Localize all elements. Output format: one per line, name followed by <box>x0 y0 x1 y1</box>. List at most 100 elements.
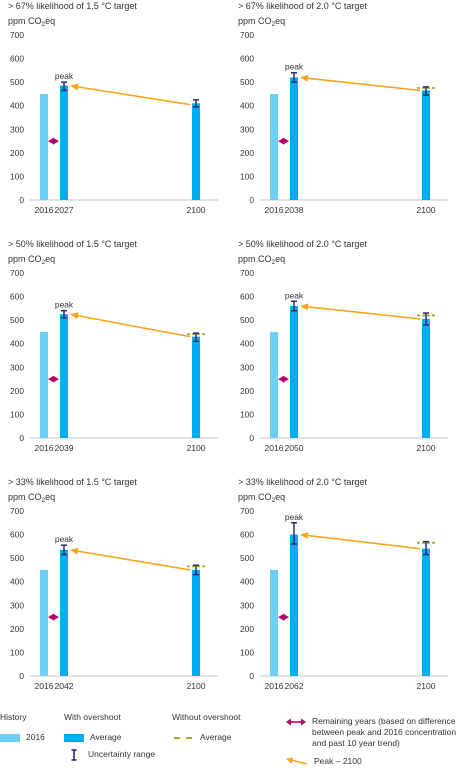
end-uncertainty <box>193 99 199 108</box>
x-tick-label: 2042 <box>54 681 73 691</box>
y-tick-label: 400 <box>240 101 254 111</box>
y-tick-label: 300 <box>240 362 254 372</box>
end-bar <box>422 318 430 438</box>
peak-bar <box>60 85 68 200</box>
peak-arrow-head <box>300 74 309 82</box>
y-tick-label: 300 <box>10 362 24 372</box>
y-tick-label: 200 <box>240 624 254 634</box>
legend-uncertainty-item: Uncertainty range <box>68 749 155 761</box>
history-bar <box>40 569 48 676</box>
y-tick-label: 300 <box>10 124 24 134</box>
remaining-years-head-right <box>53 375 59 383</box>
history-bar <box>270 569 278 676</box>
legend-no-overshoot-item: Average <box>174 732 232 743</box>
y-tick-label: 300 <box>10 600 24 610</box>
y-tick-label: 0 <box>19 433 24 443</box>
x-tick-label: 2100 <box>186 443 205 453</box>
chart-panel-1: > 67% likelihood of 1.5 °C target ppm CO2… <box>8 1 218 215</box>
peak-to-2100-line <box>75 550 191 571</box>
x-tick-label: 2016 <box>34 443 53 453</box>
peak-arrow-head <box>70 83 79 91</box>
y-tick-label: 700 <box>10 30 24 40</box>
y-tick-label: 200 <box>10 148 24 158</box>
peak-arrow-head <box>300 303 309 311</box>
end-uncertainty <box>193 332 199 343</box>
x-tick-label: 2016 <box>264 681 283 691</box>
y-tick-label: 600 <box>10 54 24 64</box>
legend-history-header: History <box>0 712 27 722</box>
x-tick-label: 2016 <box>264 443 283 453</box>
y-tick-label: 500 <box>240 553 254 563</box>
legend-remaining-item: Remaining years (based on difference bet… <box>286 716 466 749</box>
peak-bar <box>290 534 298 676</box>
y-tick-label: 500 <box>10 315 24 325</box>
y-tick-label: 100 <box>10 171 24 181</box>
legend-average-item: Average <box>64 732 122 743</box>
chart-panel-4: > 50% likelihood of 2.0 °C target ppm CO2… <box>238 239 448 453</box>
y-tick-label: 700 <box>240 506 254 516</box>
peak-uncertainty <box>291 522 297 545</box>
y-tick-label: 600 <box>10 530 24 540</box>
x-tick-label: 2016 <box>34 205 53 215</box>
y-tick-label: 200 <box>10 386 24 396</box>
chart-title: > 50% likelihood of 2.0 °C target <box>238 239 367 249</box>
y-tick-label: 0 <box>19 195 24 205</box>
x-tick-label: 2062 <box>284 681 303 691</box>
chart-panel-5: > 33% likelihood of 1.5 °C target ppm CO2… <box>8 477 218 691</box>
legend-overshoot-header: With overshoot <box>64 712 121 722</box>
peak-label: peak <box>285 62 304 72</box>
chart-title: > 67% likelihood of 1.5 °C target <box>8 1 137 11</box>
peak-uncertainty <box>291 71 297 83</box>
peak-arrow-head <box>70 312 79 320</box>
peak-label: peak <box>285 512 304 522</box>
y-tick-label: 600 <box>240 292 254 302</box>
peak-label: peak <box>55 71 74 81</box>
peak-bar <box>290 306 298 438</box>
y-tick-label: 700 <box>10 268 24 278</box>
y-tick-label: 600 <box>10 292 24 302</box>
average-swatch <box>64 734 84 742</box>
peak-to-2100-line <box>305 305 421 320</box>
peak-uncertainty <box>61 544 67 556</box>
y-tick-label: 700 <box>240 268 254 278</box>
y-tick-label: 400 <box>240 339 254 349</box>
x-tick-label: 2039 <box>54 443 73 453</box>
peak-to-2100-line <box>75 314 191 338</box>
peak-label: peak <box>55 534 74 544</box>
y-tick-label: 0 <box>249 195 254 205</box>
legend-no-overshoot-label: Average <box>200 732 232 742</box>
legend-history-label: 2016 <box>26 732 45 742</box>
remaining-years-head-right <box>53 613 59 621</box>
history-bar <box>270 93 278 200</box>
x-tick-label: 2100 <box>416 205 435 215</box>
y-tick-label: 500 <box>240 77 254 87</box>
y-tick-label: 200 <box>240 148 254 158</box>
y-axis-label: ppm CO2eq <box>8 254 55 266</box>
peak-uncertainty <box>291 300 297 312</box>
y-tick-label: 700 <box>240 30 254 40</box>
y-tick-label: 0 <box>19 671 24 681</box>
y-axis-label: ppm CO2eq <box>238 492 285 504</box>
uncertainty-range-icon <box>71 749 77 761</box>
y-axis-label: ppm CO2eq <box>238 254 285 266</box>
y-tick-label: 100 <box>240 171 254 181</box>
end-uncertainty <box>193 564 199 576</box>
x-tick-label: 2038 <box>284 205 303 215</box>
history-bar <box>40 93 48 200</box>
y-tick-label: 600 <box>240 530 254 540</box>
end-uncertainty <box>423 86 429 96</box>
y-tick-label: 100 <box>240 409 254 419</box>
peak-uncertainty <box>61 81 67 92</box>
y-tick-label: 400 <box>10 339 24 349</box>
history-bar <box>40 331 48 438</box>
y-tick-label: 500 <box>240 315 254 325</box>
peak-arrow-head <box>300 532 309 539</box>
peak-to-2100-line <box>305 534 421 550</box>
legend-history-item: 2016 <box>0 732 45 743</box>
chart-panel-2: > 67% likelihood of 2.0 °C target ppm CO2… <box>238 1 448 215</box>
chart-panel-6: > 33% likelihood of 2.0 °C target ppm CO2… <box>238 477 448 691</box>
y-tick-label: 300 <box>240 600 254 610</box>
remaining-years-head-left <box>48 375 54 383</box>
legend-peak-label: Peak – 2100 <box>314 756 362 766</box>
chart-title: > 33% likelihood of 2.0 °C target <box>238 477 367 487</box>
